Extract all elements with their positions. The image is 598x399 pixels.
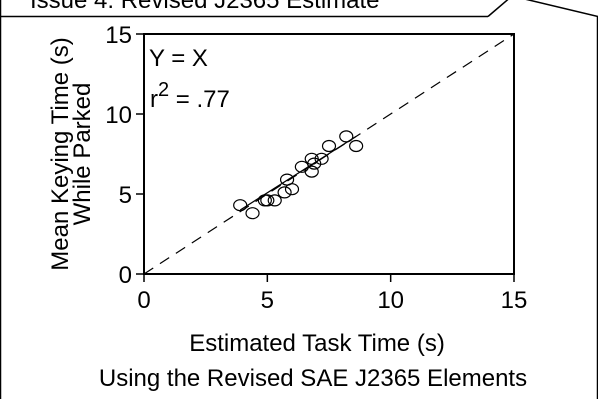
data-point xyxy=(260,194,275,207)
data-point xyxy=(284,183,300,196)
data-point xyxy=(307,157,322,170)
y-tick-label: 0 xyxy=(119,262,132,289)
x-axis-label: Estimated Task Time (s) xyxy=(189,330,445,357)
title-tab-outline xyxy=(487,0,598,18)
x-tick-label: 15 xyxy=(501,287,528,314)
chart-title: Issue 4: Revised J2365 Estimate xyxy=(30,0,380,14)
r-squared-annotation: r2 = .77 xyxy=(150,79,230,113)
r-squared-prefix: r xyxy=(150,86,158,113)
r-squared-superscript: 2 xyxy=(158,79,169,101)
x-tick-label: 5 xyxy=(261,287,274,314)
data-point xyxy=(314,152,329,165)
y-tick-label: 15 xyxy=(105,22,132,49)
data-point xyxy=(277,186,292,199)
data-point xyxy=(267,194,282,207)
y-axis-label: Mean Keying Time (s) xyxy=(47,37,74,270)
x-tick-label: 0 xyxy=(137,287,150,314)
data-point xyxy=(339,130,354,143)
x-axis-label-line2: Using the Revised SAE J2365 Elements xyxy=(99,365,527,392)
data-point xyxy=(349,139,364,153)
y-tick-label: 5 xyxy=(119,182,132,209)
equation-annotation: Y = X xyxy=(149,45,208,72)
y-axis-label-line2: While Parked xyxy=(69,83,96,226)
data-point xyxy=(321,139,337,153)
plot-area xyxy=(143,33,515,275)
regression-line xyxy=(239,135,357,211)
tick-group: 0 5 10 15 0 5 10 15 xyxy=(105,22,527,314)
data-point xyxy=(304,165,319,178)
data-point xyxy=(233,199,248,212)
r-squared-value: = .77 xyxy=(169,86,230,113)
reference-line xyxy=(143,33,515,275)
x-tick-label: 10 xyxy=(377,287,404,314)
plot-content xyxy=(143,33,515,275)
data-point xyxy=(245,207,260,220)
y-tick-label: 10 xyxy=(105,102,132,129)
